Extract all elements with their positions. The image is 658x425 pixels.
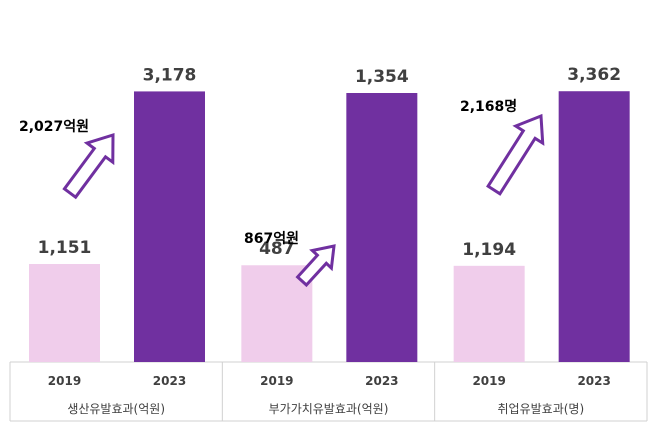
group-label: 취업유발효과(명)	[498, 402, 585, 416]
data-label: 1,194	[462, 240, 516, 260]
increase-arrow-icon	[486, 113, 545, 196]
year-label: 2019	[260, 374, 293, 388]
group-label: 생산유발효과(억원)	[67, 402, 165, 416]
data-label: 3,362	[567, 65, 621, 85]
year-label: 2023	[153, 374, 186, 388]
data-label: 1,151	[38, 238, 92, 258]
data-label: 487	[259, 239, 295, 259]
year-label: 2019	[472, 374, 505, 388]
bar-2023	[346, 93, 418, 362]
increase-label: 867억원	[244, 231, 299, 247]
data-label: 1,354	[355, 67, 409, 87]
increase-label: 2,168명	[460, 98, 517, 115]
increase-arrow-icon	[62, 132, 115, 200]
increase-arrow-icon	[295, 244, 336, 288]
bar-2019	[29, 264, 100, 362]
bar-2023	[134, 91, 205, 362]
year-label: 2023	[365, 374, 398, 388]
data-label: 3,178	[143, 65, 197, 85]
bar-2023	[558, 91, 630, 362]
bar-2019	[453, 265, 525, 362]
group-label: 부가가치유발효과(억원)	[269, 402, 389, 416]
increase-label: 2,027억원	[19, 119, 89, 135]
year-label: 2023	[577, 374, 610, 388]
year-label: 2019	[48, 374, 81, 388]
